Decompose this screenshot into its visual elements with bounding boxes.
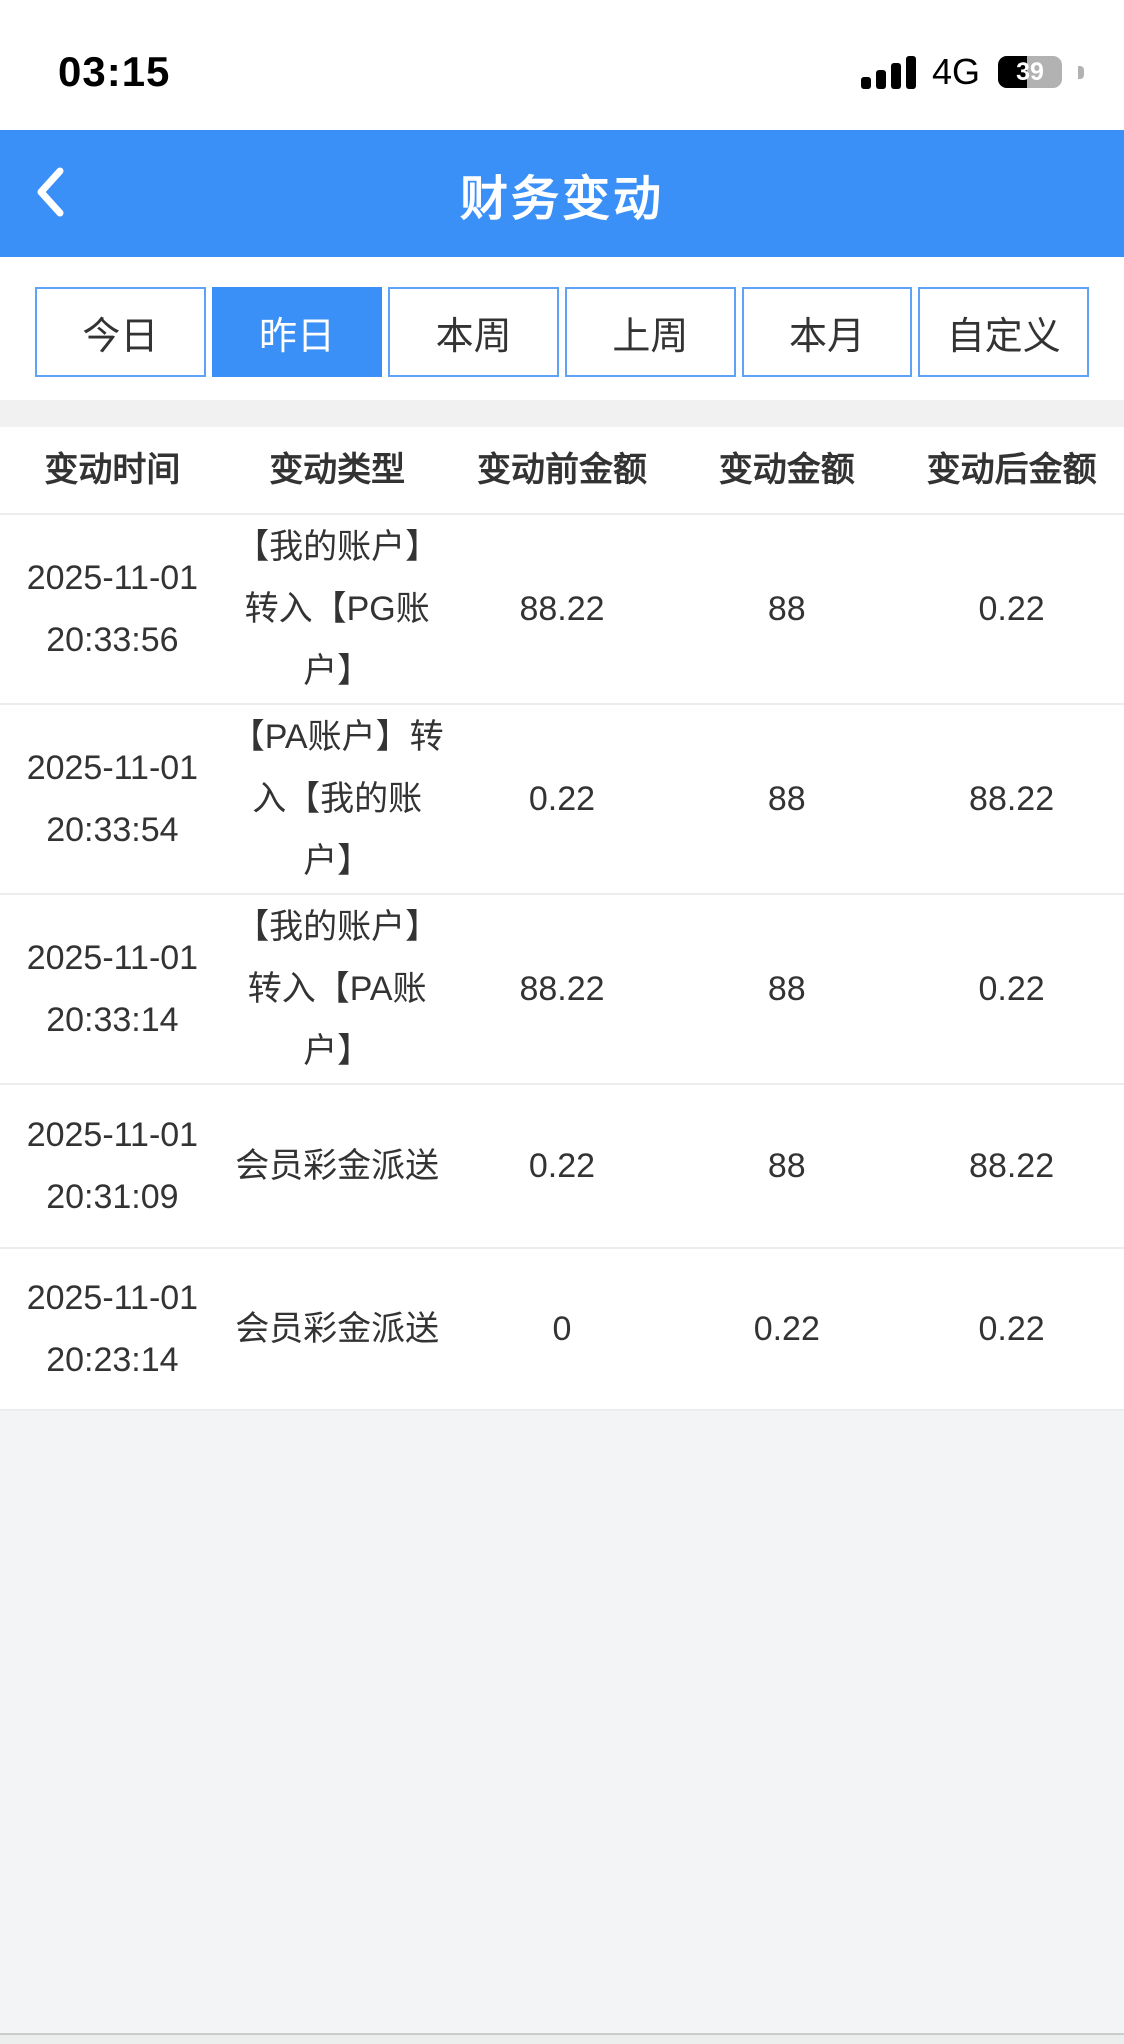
change-clock: 20:33:54 (46, 811, 179, 849)
col-header-change-type: 变动类型 (269, 451, 406, 489)
cell-change-time: 2025-11-01 20:33:14 (0, 927, 225, 1051)
change-date: 2025-11-01 (26, 559, 199, 597)
cell-amount-before: 88.22 (519, 590, 605, 628)
cell-change-amount: 88 (767, 1147, 806, 1185)
cellular-signal-icon (860, 55, 916, 89)
change-date: 2025-11-01 (26, 939, 199, 977)
cell-change-type: 【我的账户】转入【PG账户】 (235, 528, 440, 690)
tab-this-week[interactable]: 本周 (388, 287, 560, 377)
change-clock: 20:33:56 (46, 621, 179, 659)
cell-amount-before: 0 (552, 1310, 572, 1348)
cell-change-time: 2025-11-01 20:33:54 (0, 737, 225, 861)
tab-yesterday[interactable]: 昨日 (211, 287, 383, 377)
table-row: 2025-11-01 20:31:09 会员彩金派送 0.22 88 88.22 (0, 1083, 1124, 1247)
tab-custom[interactable]: 自定义 (918, 287, 1090, 377)
change-clock: 20:33:14 (46, 1001, 179, 1039)
table-row: 2025-11-01 20:33:54 【PA账户】转入【我的账户】 0.22 … (0, 703, 1124, 893)
page-title: 财务变动 (459, 172, 664, 226)
change-clock: 20:31:09 (46, 1178, 179, 1216)
change-clock: 20:23:14 (46, 1341, 179, 1379)
chevron-left-icon (34, 166, 66, 221)
cell-change-amount: 0.22 (753, 1310, 820, 1348)
tab-today[interactable]: 今日 (35, 287, 206, 377)
change-date: 2025-11-01 (26, 749, 199, 787)
battery-icon: 39 (998, 56, 1062, 88)
status-icons: 4G 39 (860, 51, 1084, 93)
cell-change-amount: 88 (767, 970, 806, 1008)
cell-change-amount: 88 (767, 590, 806, 628)
empty-content-area (0, 1411, 1124, 2033)
cell-amount-before: 0.22 (528, 780, 596, 818)
col-header-amount-after: 变动后金额 (926, 451, 1097, 489)
col-header-change-amount: 变动金额 (718, 451, 855, 489)
battery-nub (1078, 65, 1084, 79)
cell-amount-after: 0.22 (978, 590, 1045, 628)
col-header-change-time: 变动时间 (44, 451, 181, 489)
cell-change-time: 2025-11-01 20:31:09 (0, 1104, 225, 1228)
back-button[interactable] (34, 130, 114, 257)
cell-change-type: 会员彩金派送 (235, 1147, 440, 1185)
table-row: 2025-11-01 20:33:56 【我的账户】转入【PG账户】 88.22… (0, 513, 1124, 703)
cell-amount-after: 0.22 (978, 970, 1045, 1008)
status-bar: 03:15 4G 39 (0, 0, 1124, 130)
change-date: 2025-11-01 (26, 1116, 199, 1154)
date-filter-tabs: 今日 昨日 本周 上周 本月 自定义 (35, 287, 1090, 377)
cell-amount-after: 0.22 (978, 1310, 1045, 1348)
cell-amount-after: 88.22 (969, 780, 1055, 818)
table-row: 2025-11-01 20:23:14 会员彩金派送 0 0.22 0.22 (0, 1247, 1124, 1411)
table-header-row: 变动时间 变动类型 变动前金额 变动金额 变动后金额 (0, 427, 1124, 513)
cell-change-amount: 88 (767, 780, 806, 818)
transactions-table: 变动时间 变动类型 变动前金额 变动金额 变动后金额 2025-11-01 20… (0, 427, 1124, 1411)
network-type-label: 4G (931, 51, 980, 92)
section-divider (0, 400, 1124, 427)
cell-amount-before: 0.22 (528, 1147, 596, 1185)
battery-percent: 39 (1016, 57, 1044, 86)
tab-this-month[interactable]: 本月 (741, 287, 913, 377)
cell-change-time: 2025-11-01 20:23:14 (0, 1267, 225, 1391)
battery-fill (998, 56, 1027, 88)
tab-last-week[interactable]: 上周 (565, 287, 736, 377)
nav-bar: 财务变动 (0, 130, 1124, 257)
change-date: 2025-11-01 (26, 1279, 199, 1317)
cell-amount-before: 88.22 (519, 970, 605, 1008)
cell-change-type: 【PA账户】转入【我的账户】 (230, 718, 444, 880)
cell-amount-after: 88.22 (969, 1147, 1055, 1185)
table-row: 2025-11-01 20:33:14 【我的账户】转入【PA账户】 88.22… (0, 893, 1124, 1083)
cell-change-time: 2025-11-01 20:33:56 (0, 547, 225, 671)
col-header-amount-before: 变动前金额 (476, 451, 647, 489)
cell-change-type: 会员彩金派送 (235, 1310, 440, 1348)
status-time: 03:15 (58, 48, 171, 95)
cell-change-type: 【我的账户】转入【PA账户】 (235, 908, 440, 1070)
bottom-edge (0, 2033, 1124, 2044)
